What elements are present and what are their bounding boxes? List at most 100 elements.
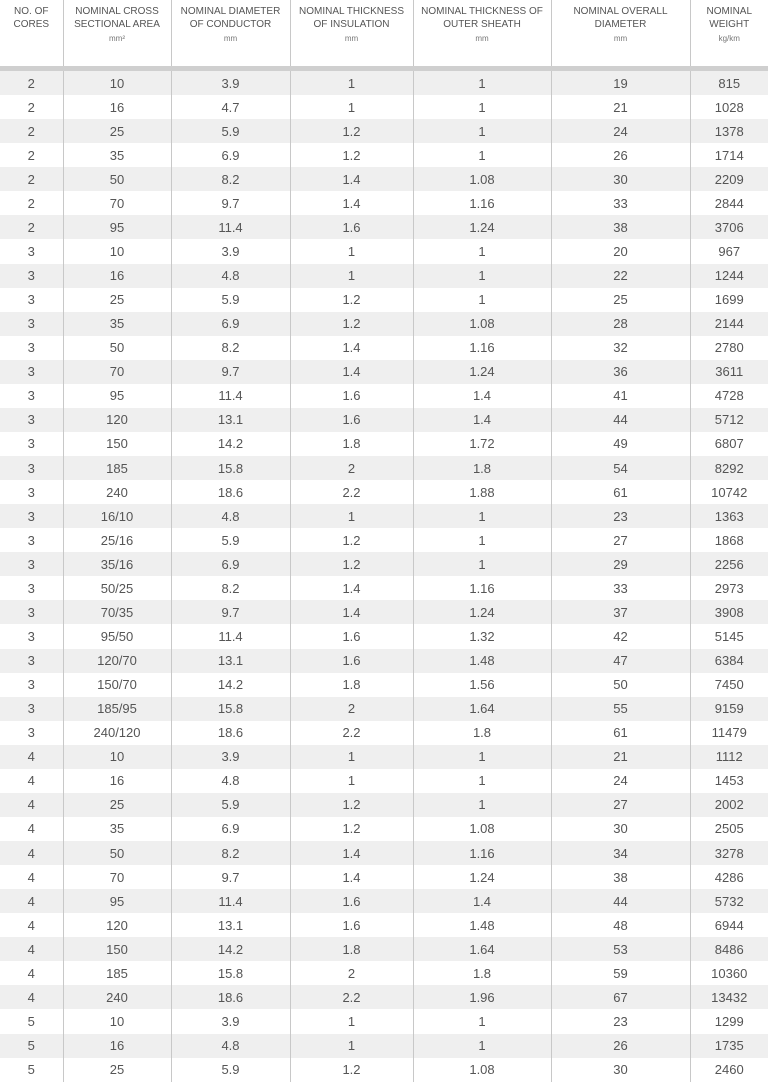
table-row: 5 25 5.9 1.2 1.08 30 2460 [0,1057,768,1082]
table-cell: 240 [62,480,171,505]
table-cell: 2973 [689,576,768,601]
table-cell: 9.7 [170,600,290,625]
table-cell: 1.2 [289,792,413,817]
table-cell: 1.16 [412,576,551,601]
table-cell: 55 [550,696,690,721]
table-cell: 32 [550,335,690,360]
table-cell: 1.88 [412,480,551,505]
table-cell: 2.2 [289,480,413,505]
table-cell: 3 [0,287,63,312]
table-row: 3 185 15.8 2 1.8 54 8292 [0,456,768,481]
table-cell: 1.4 [412,407,551,432]
table-cell: 6.9 [170,143,290,168]
table-cell: 7450 [689,672,768,697]
table-cell: 50 [550,672,690,697]
table-cell: 4 [0,865,63,890]
table-row: 3 50 8.2 1.4 1.16 32 2780 [0,335,768,360]
table-cell: 1.4 [289,167,413,192]
table-cell: 8.2 [170,335,290,360]
table-row: 2 50 8.2 1.4 1.08 30 2209 [0,167,768,192]
table-cell: 15.8 [170,961,290,986]
table-cell: 2460 [689,1057,768,1082]
table-cell: 1.24 [412,215,551,240]
column-header: NOMINAL WEIGHT kg/km [689,0,768,71]
table-cell: 2 [0,167,63,192]
table-cell: 3.9 [170,1009,290,1034]
table-cell: 4 [0,744,63,769]
table-cell: 11.4 [170,215,290,240]
table-cell: 1735 [689,1033,768,1058]
table-cell: 23 [550,1009,690,1034]
table-cell: 185 [62,456,171,481]
table-cell: 48 [550,913,690,938]
table-cell: 8486 [689,937,768,962]
column-header: NOMINAL OVERALL DIAMETER mm [550,0,690,71]
table-cell: 1.2 [289,143,413,168]
table-cell: 16/10 [62,504,171,529]
table-cell: 8292 [689,456,768,481]
table-cell: 1 [289,768,413,793]
table-row: 3 120 13.1 1.6 1.4 44 5712 [0,407,768,432]
column-header: NO. OF CORES [0,0,63,71]
table-row: 4 185 15.8 2 1.8 59 10360 [0,961,768,986]
table-cell: 38 [550,865,690,890]
table-cell: 36 [550,359,690,384]
table-cell: 16 [62,263,171,288]
table-cell: 3 [0,239,63,264]
table-row: 3 150 14.2 1.8 1.72 49 6807 [0,431,768,456]
table-cell: 5.9 [170,792,290,817]
table-cell: 54 [550,456,690,481]
table-cell: 1.6 [289,407,413,432]
table-cell: 1 [289,263,413,288]
table-cell: 25 [550,287,690,312]
table-cell: 815 [689,68,768,96]
table-cell: 42 [550,624,690,649]
table-cell: 4 [0,913,63,938]
table-cell: 2844 [689,191,768,216]
table-cell: 1.4 [289,191,413,216]
table-cell: 4728 [689,383,768,408]
column-header: NOMINAL DIAMETER OF CONDUCTOR mm [170,0,290,71]
table-row: 4 10 3.9 1 1 21 1112 [0,744,768,769]
table-cell: 4 [0,792,63,817]
table-cell: 49 [550,431,690,456]
table-cell: 1 [412,528,551,553]
table-cell: 1.56 [412,672,551,697]
table-cell: 4 [0,816,63,841]
table-cell: 18.6 [170,720,290,745]
column-header: NOMINAL THICKNESS OF INSULATION mm [289,0,413,71]
table-cell: 3908 [689,600,768,625]
column-header-label: NOMINAL OVERALL DIAMETER [573,6,668,30]
table-cell: 1.24 [412,600,551,625]
table-cell: 2.2 [289,985,413,1010]
table-cell: 6384 [689,648,768,673]
table-cell: 34 [550,841,690,866]
table-cell: 15.8 [170,456,290,481]
table-cell: 50 [62,167,171,192]
table-cell: 1 [412,68,551,96]
table-cell: 14.2 [170,431,290,456]
table-cell: 20 [550,239,690,264]
table-cell: 967 [689,239,768,264]
table-cell: 1 [412,744,551,769]
table-cell: 1.6 [289,648,413,673]
table-cell: 1 [289,1009,413,1034]
table-cell: 16 [62,1033,171,1058]
table-cell: 47 [550,648,690,673]
table-cell: 8.2 [170,576,290,601]
table-cell: 2209 [689,167,768,192]
table-cell: 3.9 [170,68,290,96]
table-cell: 33 [550,576,690,601]
table-cell: 4.8 [170,263,290,288]
table-cell: 41 [550,383,690,408]
table-cell: 22 [550,263,690,288]
table-row: 4 16 4.8 1 1 24 1453 [0,768,768,793]
table-cell: 59 [550,961,690,986]
table-cell: 1.6 [289,215,413,240]
table-cell: 6.9 [170,311,290,336]
table-cell: 1 [412,239,551,264]
table-row: 4 70 9.7 1.4 1.24 38 4286 [0,865,768,890]
table-cell: 1.2 [289,528,413,553]
table-cell: 2 [0,143,63,168]
